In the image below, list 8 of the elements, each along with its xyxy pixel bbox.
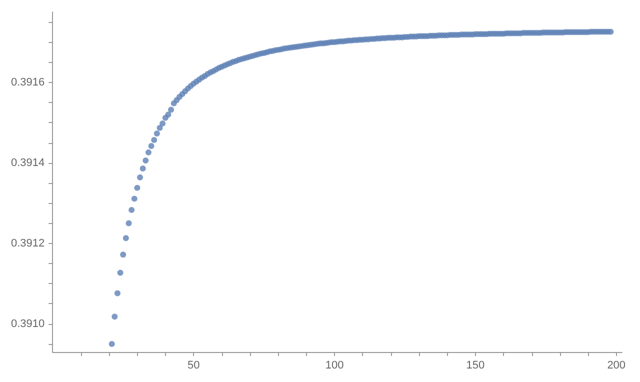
y-tick-label: 0.3910 <box>10 318 45 330</box>
x-tick-label: 200 <box>607 360 626 372</box>
x-tick-label: 100 <box>325 360 344 372</box>
x-tick-label: 50 <box>187 360 200 372</box>
y-tick-label: 0.3912 <box>10 237 45 250</box>
x-tick-label: 150 <box>466 360 485 372</box>
y-tick-label: 0.3914 <box>10 156 45 169</box>
y-tick-label: 0.3916 <box>10 76 45 88</box>
